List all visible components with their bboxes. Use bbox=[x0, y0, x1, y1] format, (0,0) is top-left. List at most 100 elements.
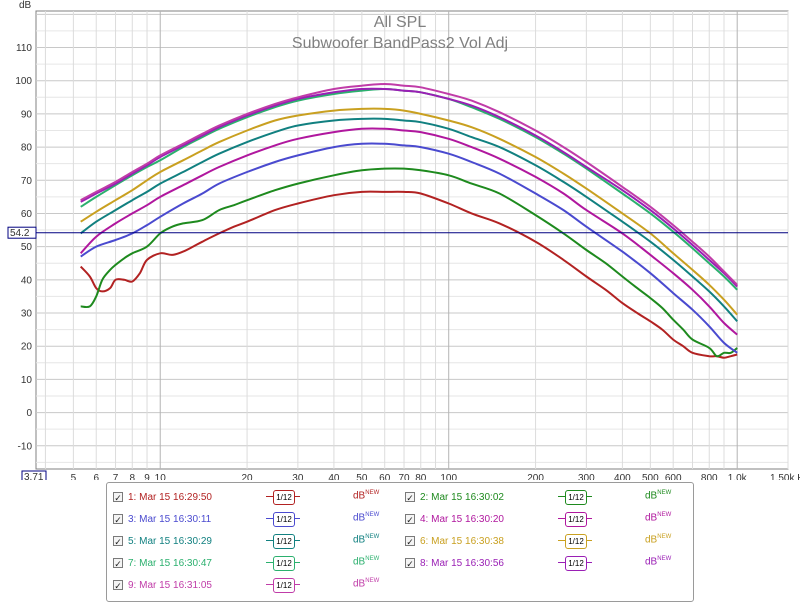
unit-text: dB bbox=[353, 556, 366, 568]
smoothing-label: 1/12 bbox=[273, 556, 295, 571]
x-tick-label: 800 bbox=[701, 473, 718, 480]
legend-item-6: ✓ 6: Mar 15 16:30:38 1/12 dBNEW bbox=[405, 533, 691, 549]
x-tick-label: 200 bbox=[527, 473, 544, 480]
x-tick-label: 50 bbox=[356, 473, 368, 480]
y-tick-label: 30 bbox=[21, 309, 33, 320]
legend-series-name: 1: Mar 15 16:29:50 bbox=[128, 491, 212, 503]
x-tick-label: 8 bbox=[129, 473, 135, 480]
chart-title: All SPL bbox=[374, 14, 427, 31]
legend-series-name: 4: Mar 15 16:30:20 bbox=[420, 513, 504, 525]
y-axis-ticks: -10 0 10 20 30 40 50 60 70 80 90 100 110 bbox=[15, 43, 32, 452]
y-tick-label: -10 bbox=[18, 441, 33, 452]
unit-text: dB bbox=[353, 490, 366, 502]
legend-item-4: ✓ 4: Mar 15 16:30:20 1/12 dBNEW bbox=[405, 511, 691, 527]
legend-series-name: 6: Mar 15 16:30:38 bbox=[420, 535, 504, 547]
series-line-8 bbox=[80, 87, 738, 288]
legend-checkbox[interactable]: ✓ bbox=[113, 558, 123, 569]
smoothing-label: 1/12 bbox=[565, 556, 587, 571]
legend-unit-label: dBNEW bbox=[353, 578, 379, 589]
unit-superscript: NEW bbox=[657, 490, 672, 496]
legend-item-2: ✓ 2: Mar 15 16:30:02 1/12 dBNEW bbox=[405, 489, 691, 505]
cursor-value-label: 54.2 bbox=[10, 228, 30, 239]
smoothing-indicator[interactable]: 1/12 bbox=[266, 490, 300, 505]
y-tick-label: 110 bbox=[16, 43, 32, 54]
legend-unit-label: dBNEW bbox=[645, 490, 671, 501]
legend-unit-label: dBNEW bbox=[353, 512, 379, 523]
legend-checkbox[interactable]: ✓ bbox=[113, 514, 123, 525]
legend-checkbox[interactable]: ✓ bbox=[405, 558, 415, 569]
x-tick-label: 9 bbox=[144, 473, 150, 480]
spl-chart: -10 0 10 20 30 40 50 60 70 80 90 100 110 5 6 7 8 9 10 20 30… bbox=[7, 0, 800, 480]
legend-unit-label: dBNEW bbox=[353, 534, 379, 545]
smoothing-indicator[interactable]: 1/12 bbox=[266, 556, 300, 571]
unit-text: dB bbox=[353, 512, 366, 524]
series-line-5 bbox=[80, 117, 738, 322]
cursor-value-box bbox=[7, 226, 37, 239]
unit-superscript: NEW bbox=[365, 534, 380, 540]
y-axis-label: dB bbox=[19, 0, 32, 11]
legend-checkbox[interactable]: ✓ bbox=[405, 492, 415, 503]
smoothing-indicator[interactable]: 1/12 bbox=[558, 512, 592, 527]
series-line-1 bbox=[79, 190, 738, 359]
x-tick-label: 300 bbox=[578, 473, 595, 480]
unit-superscript: NEW bbox=[365, 490, 380, 496]
smoothing-label: 1/12 bbox=[565, 490, 587, 505]
x-tick-label: 1.0k bbox=[728, 473, 748, 480]
legend-unit-label: dBNEW bbox=[645, 556, 671, 567]
unit-text: dB bbox=[645, 556, 658, 568]
smoothing-indicator[interactable]: 1/12 bbox=[266, 534, 300, 549]
y-tick-label: 70 bbox=[21, 176, 33, 187]
x-tick-label: 20 bbox=[242, 473, 254, 480]
legend-item-3: ✓ 3: Mar 15 16:30:11 1/12 dBNEW bbox=[113, 511, 399, 527]
series-line-6 bbox=[80, 107, 738, 316]
x-tick-label: 500 bbox=[642, 473, 659, 480]
legend-checkbox[interactable]: ✓ bbox=[113, 492, 123, 503]
series-line-3 bbox=[80, 142, 738, 354]
unit-text: dB bbox=[645, 490, 658, 502]
legend-item-8: ✓ 8: Mar 15 16:30:56 1/12 dBNEW bbox=[405, 555, 691, 571]
y-tick-label: 90 bbox=[21, 109, 33, 120]
smoothing-label: 1/12 bbox=[273, 578, 295, 593]
smoothing-indicator[interactable]: 1/12 bbox=[558, 490, 592, 505]
smoothing-label: 1/12 bbox=[565, 534, 587, 549]
smoothing-indicator[interactable]: 1/12 bbox=[266, 512, 300, 527]
x-axis-ticks: 5 6 7 8 9 10 20 30 40 50 60 70 80 100 200 300 400 500 600 8… bbox=[71, 473, 800, 480]
legend-series-name: 5: Mar 15 16:30:29 bbox=[128, 535, 212, 547]
legend-checkbox[interactable]: ✓ bbox=[405, 536, 415, 547]
unit-superscript: NEW bbox=[657, 512, 672, 518]
smoothing-indicator[interactable]: 1/12 bbox=[558, 534, 592, 549]
series-line-4 bbox=[79, 127, 738, 336]
legend-unit-label: dBNEW bbox=[645, 534, 671, 545]
legend-checkbox[interactable]: ✓ bbox=[405, 514, 415, 525]
x-start-box bbox=[21, 470, 47, 480]
unit-text: dB bbox=[353, 534, 366, 546]
smoothing-indicator[interactable]: 1/12 bbox=[558, 556, 592, 571]
smoothing-label: 1/12 bbox=[565, 512, 587, 527]
x-tick-label: 400 bbox=[614, 473, 631, 480]
legend-series-name: 3: Mar 15 16:30:11 bbox=[128, 513, 212, 525]
x-start-label: 3.71 bbox=[24, 472, 44, 480]
legend-item-1: ✓ 1: Mar 15 16:29:50 1/12 dBNEW bbox=[113, 489, 399, 505]
legend-checkbox[interactable]: ✓ bbox=[113, 580, 123, 591]
legend-series-name: 8: Mar 15 16:30:56 bbox=[420, 557, 504, 569]
plot-background bbox=[35, 10, 789, 470]
x-tick-label: 60 bbox=[379, 473, 391, 480]
y-tick-label: 0 bbox=[26, 408, 32, 419]
legend-checkbox[interactable]: ✓ bbox=[113, 536, 123, 547]
unit-superscript: NEW bbox=[365, 578, 380, 584]
x-tick-label: 30 bbox=[292, 473, 304, 480]
y-tick-label: 60 bbox=[21, 209, 33, 220]
series-lines bbox=[79, 83, 738, 359]
series-line-2 bbox=[80, 167, 738, 358]
smoothing-indicator[interactable]: 1/12 bbox=[266, 578, 300, 593]
x-tick-label: 10 bbox=[155, 473, 167, 480]
grid-lines bbox=[36, 11, 789, 469]
smoothing-label: 1/12 bbox=[273, 534, 295, 549]
legend-item-5: ✓ 5: Mar 15 16:30:29 1/12 dBNEW bbox=[113, 533, 399, 549]
x-tick-label: 7 bbox=[113, 473, 119, 480]
legend-item-7: ✓ 7: Mar 15 16:30:47 1/12 dBNEW bbox=[113, 555, 399, 571]
chart-subtitle: Subwoofer BandPass2 Vol Adj bbox=[292, 35, 508, 52]
legend-unit-label: dBNEW bbox=[353, 490, 379, 501]
x-tick-label: 40 bbox=[328, 473, 340, 480]
x-tick-label: 70 bbox=[398, 473, 410, 480]
